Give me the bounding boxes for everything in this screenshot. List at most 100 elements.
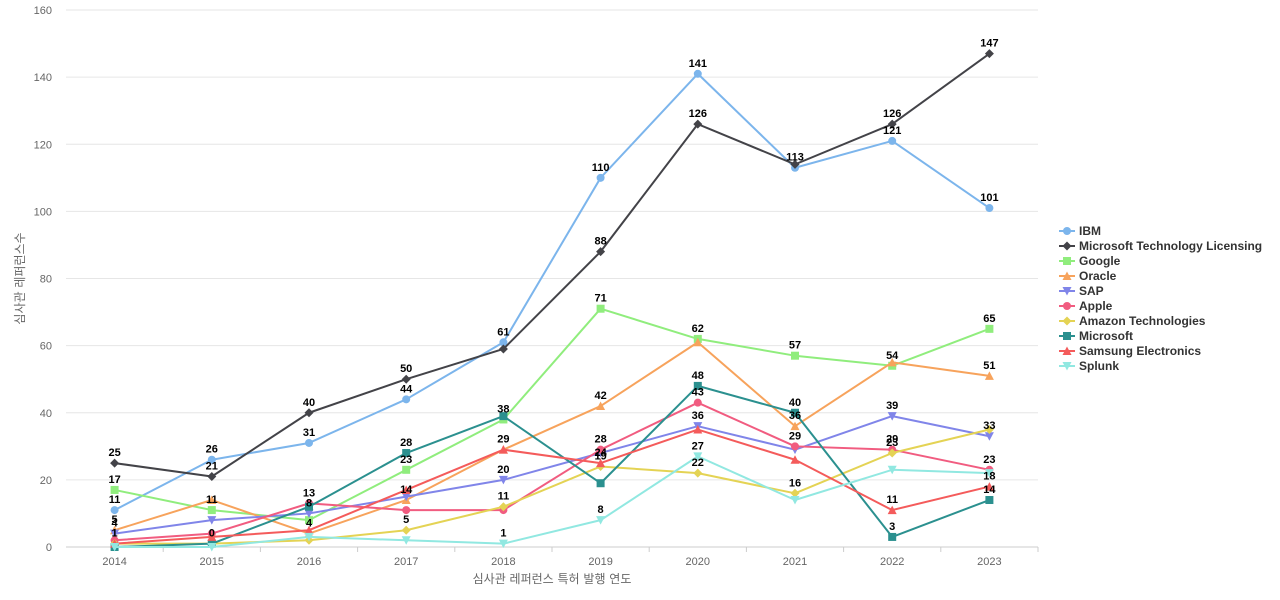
legend-item[interactable]: Amazon Technologies [1059,314,1206,328]
data-point[interactable] [693,468,703,478]
data-point[interactable] [596,247,606,257]
series-line[interactable] [114,72,990,511]
series-line[interactable] [114,52,990,478]
data-point[interactable] [887,505,897,515]
data-point[interactable] [207,532,217,541]
data-point[interactable] [207,516,217,525]
legend-marker[interactable] [1062,316,1072,326]
data-point[interactable] [791,442,799,451]
series-line[interactable] [114,415,990,535]
data-point[interactable] [693,337,703,347]
data-point[interactable] [304,532,314,542]
data-point[interactable] [693,119,703,129]
data-point[interactable] [304,408,314,418]
data-point[interactable] [985,324,994,333]
legend-marker[interactable] [1062,287,1072,296]
legend-marker[interactable] [1062,346,1072,356]
data-point[interactable] [110,485,119,494]
legend-item[interactable]: Google [1059,254,1121,268]
legend-marker[interactable] [1062,362,1072,371]
data-point[interactable] [984,49,994,59]
data-point[interactable] [304,509,314,518]
legend-marker[interactable] [1062,241,1072,251]
data-point[interactable] [596,445,605,454]
legend-marker[interactable] [1063,302,1071,310]
data-point[interactable] [207,455,216,464]
data-point[interactable] [790,488,800,498]
data-point[interactable] [499,338,508,347]
data-point[interactable] [402,506,411,515]
data-point[interactable] [984,469,994,478]
data-point[interactable] [693,69,702,78]
data-point[interactable] [110,458,120,468]
data-point[interactable] [305,502,313,511]
data-point[interactable] [110,506,119,515]
legend-item[interactable]: Apple [1059,299,1113,313]
legend-item[interactable]: IBM [1059,224,1101,238]
data-point[interactable] [887,465,897,475]
data-point[interactable] [790,455,800,464]
data-point[interactable] [110,543,120,552]
data-point[interactable] [888,136,897,145]
data-point[interactable] [402,465,411,474]
data-point[interactable] [596,479,605,488]
data-point[interactable] [985,496,994,505]
data-point[interactable] [596,458,606,468]
data-point[interactable] [499,412,508,421]
data-point[interactable] [693,425,703,434]
data-point[interactable] [984,482,994,491]
data-point[interactable] [596,304,605,313]
data-point[interactable] [887,412,897,421]
data-point[interactable] [304,525,314,535]
data-point[interactable] [401,374,411,384]
data-point[interactable] [693,381,702,390]
data-point[interactable] [693,398,702,407]
data-point[interactable] [305,438,313,447]
data-point[interactable] [402,395,411,404]
data-point[interactable] [791,351,799,360]
data-point[interactable] [790,421,800,431]
data-point[interactable] [596,401,606,411]
series-line[interactable] [114,455,990,548]
data-point[interactable] [498,502,508,512]
data-point[interactable] [402,449,411,458]
data-point[interactable] [596,173,605,182]
data-point[interactable] [887,448,897,458]
data-point[interactable] [887,119,897,129]
data-point[interactable] [790,159,800,169]
data-point[interactable] [207,543,217,552]
data-point[interactable] [888,532,897,541]
legend-marker[interactable] [1063,227,1071,235]
data-point[interactable] [207,495,217,505]
series-line[interactable] [114,384,990,548]
legend-item[interactable]: Oracle [1059,269,1117,283]
legend-item[interactable]: Microsoft [1059,329,1133,343]
legend-marker[interactable] [1063,332,1071,340]
series-line[interactable] [114,401,990,542]
legend-item[interactable]: Splunk [1059,359,1119,373]
data-point[interactable] [498,475,508,485]
data-point[interactable] [984,425,994,435]
legend-item[interactable]: Samsung Electronics [1059,344,1201,358]
series-line[interactable] [114,428,990,545]
data-point[interactable] [305,516,313,525]
data-point[interactable] [498,445,508,454]
data-point[interactable] [887,357,897,367]
data-point[interactable] [984,371,994,380]
data-point[interactable] [984,432,994,441]
data-point[interactable] [498,539,508,549]
data-point[interactable] [401,525,411,535]
data-point[interactable] [693,452,703,461]
data-point[interactable] [401,485,411,494]
legend-marker[interactable] [1063,257,1071,265]
data-point[interactable] [498,344,508,354]
data-point[interactable] [985,204,994,213]
data-point[interactable] [401,536,411,545]
data-point[interactable] [790,496,800,505]
data-point[interactable] [791,408,799,417]
series-line[interactable] [114,341,990,535]
legend-item[interactable]: SAP [1059,284,1104,298]
series-line[interactable] [114,307,990,522]
legend-marker[interactable] [1062,271,1072,281]
legend-item[interactable]: Microsoft Technology Licensing [1059,239,1262,253]
